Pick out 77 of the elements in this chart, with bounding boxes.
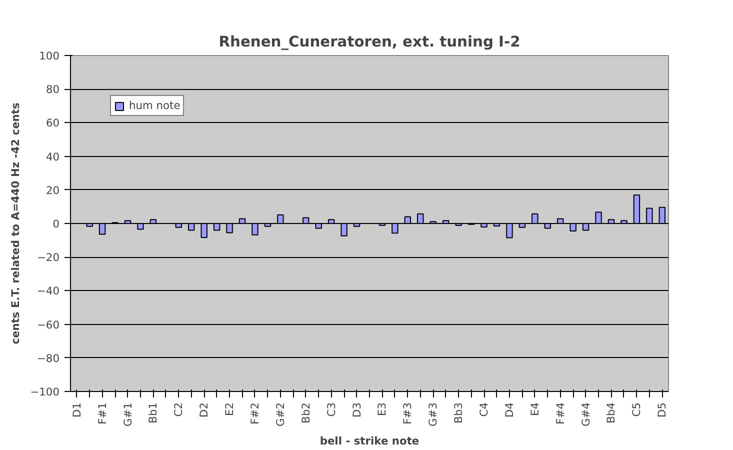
bar	[608, 219, 615, 224]
x-tick-label: D3	[350, 402, 364, 418]
x-tick-label: G#4	[579, 402, 592, 426]
x-axis-title: bell - strike note	[320, 434, 420, 448]
bar	[137, 223, 144, 230]
chart-title: Rhenen_Cuneratoren, ext. tuning I-2	[218, 34, 520, 50]
bar	[353, 223, 360, 227]
bar	[404, 216, 412, 224]
legend-label: hum note	[129, 99, 180, 112]
x-tick-label: C4	[478, 402, 491, 417]
bar	[124, 220, 132, 224]
bar	[238, 218, 246, 224]
bar	[532, 213, 538, 224]
bar	[646, 208, 653, 224]
bar	[98, 223, 106, 235]
bar	[175, 223, 182, 228]
bar	[480, 223, 488, 228]
x-tick-label: F#3	[401, 402, 414, 424]
y-tick-label: −20	[37, 251, 60, 264]
y-tick-label: 40	[46, 150, 60, 164]
x-tick-label: Bb1	[146, 402, 160, 424]
x-tick-label: Bb4	[604, 402, 618, 424]
x-tick-label: C2	[172, 402, 186, 417]
bar	[315, 223, 322, 229]
y-tick-label: −60	[37, 318, 60, 332]
y-tick-label: 80	[46, 83, 60, 96]
x-tick-label: E2	[223, 402, 236, 416]
y-tick-label: 0	[52, 218, 60, 230]
bar	[200, 223, 208, 238]
bar	[226, 223, 233, 234]
x-tick-label: F#1	[96, 402, 109, 424]
bar	[417, 213, 424, 224]
x-tick-label: D1	[70, 402, 84, 418]
bar	[392, 223, 398, 234]
x-tick-label: Bb2	[299, 402, 312, 424]
bar	[506, 223, 513, 238]
bar	[340, 223, 348, 236]
bar	[544, 223, 551, 229]
y-axis-title: cents E.T. related to A=440 Hz -42 cents	[9, 102, 22, 344]
y-tick-label: 60	[46, 116, 60, 130]
bar	[658, 206, 666, 224]
bar	[252, 223, 258, 236]
bar	[633, 194, 640, 224]
bar	[620, 220, 628, 224]
x-tick-label: E4	[528, 402, 542, 416]
y-tick-label: 100	[39, 50, 60, 62]
x-tick-label: C3	[324, 402, 338, 417]
bar	[86, 223, 93, 227]
bar	[277, 214, 284, 224]
x-tick-label: D5	[656, 402, 669, 418]
bar	[518, 223, 526, 228]
bar	[213, 223, 220, 231]
y-tick-label: −80	[37, 352, 60, 365]
bar	[595, 212, 602, 224]
y-tick-label: −100	[30, 386, 60, 398]
x-tick-label: D2	[198, 402, 211, 418]
bar	[302, 217, 310, 224]
bar	[442, 220, 450, 224]
x-tick-label: E3	[376, 402, 389, 416]
bar	[328, 219, 335, 224]
bar	[556, 218, 564, 224]
x-tick-label: F#2	[248, 402, 262, 424]
y-tick-label: 20	[46, 184, 60, 197]
x-tick-label: G#2	[274, 402, 287, 426]
x-tick-label: C5	[630, 402, 644, 417]
bar	[264, 223, 272, 227]
bar	[150, 219, 157, 224]
x-tick-label: F#4	[554, 402, 567, 424]
y-tick-label: −40	[37, 284, 60, 298]
x-tick-label: Bb3	[452, 402, 466, 424]
bar	[493, 223, 500, 227]
x-tick-label: G#3	[426, 402, 440, 426]
bar	[188, 223, 195, 231]
bar	[570, 223, 576, 232]
bar	[582, 223, 590, 231]
x-tick-label: D4	[502, 402, 516, 418]
x-tick-label: G#1	[121, 402, 134, 426]
